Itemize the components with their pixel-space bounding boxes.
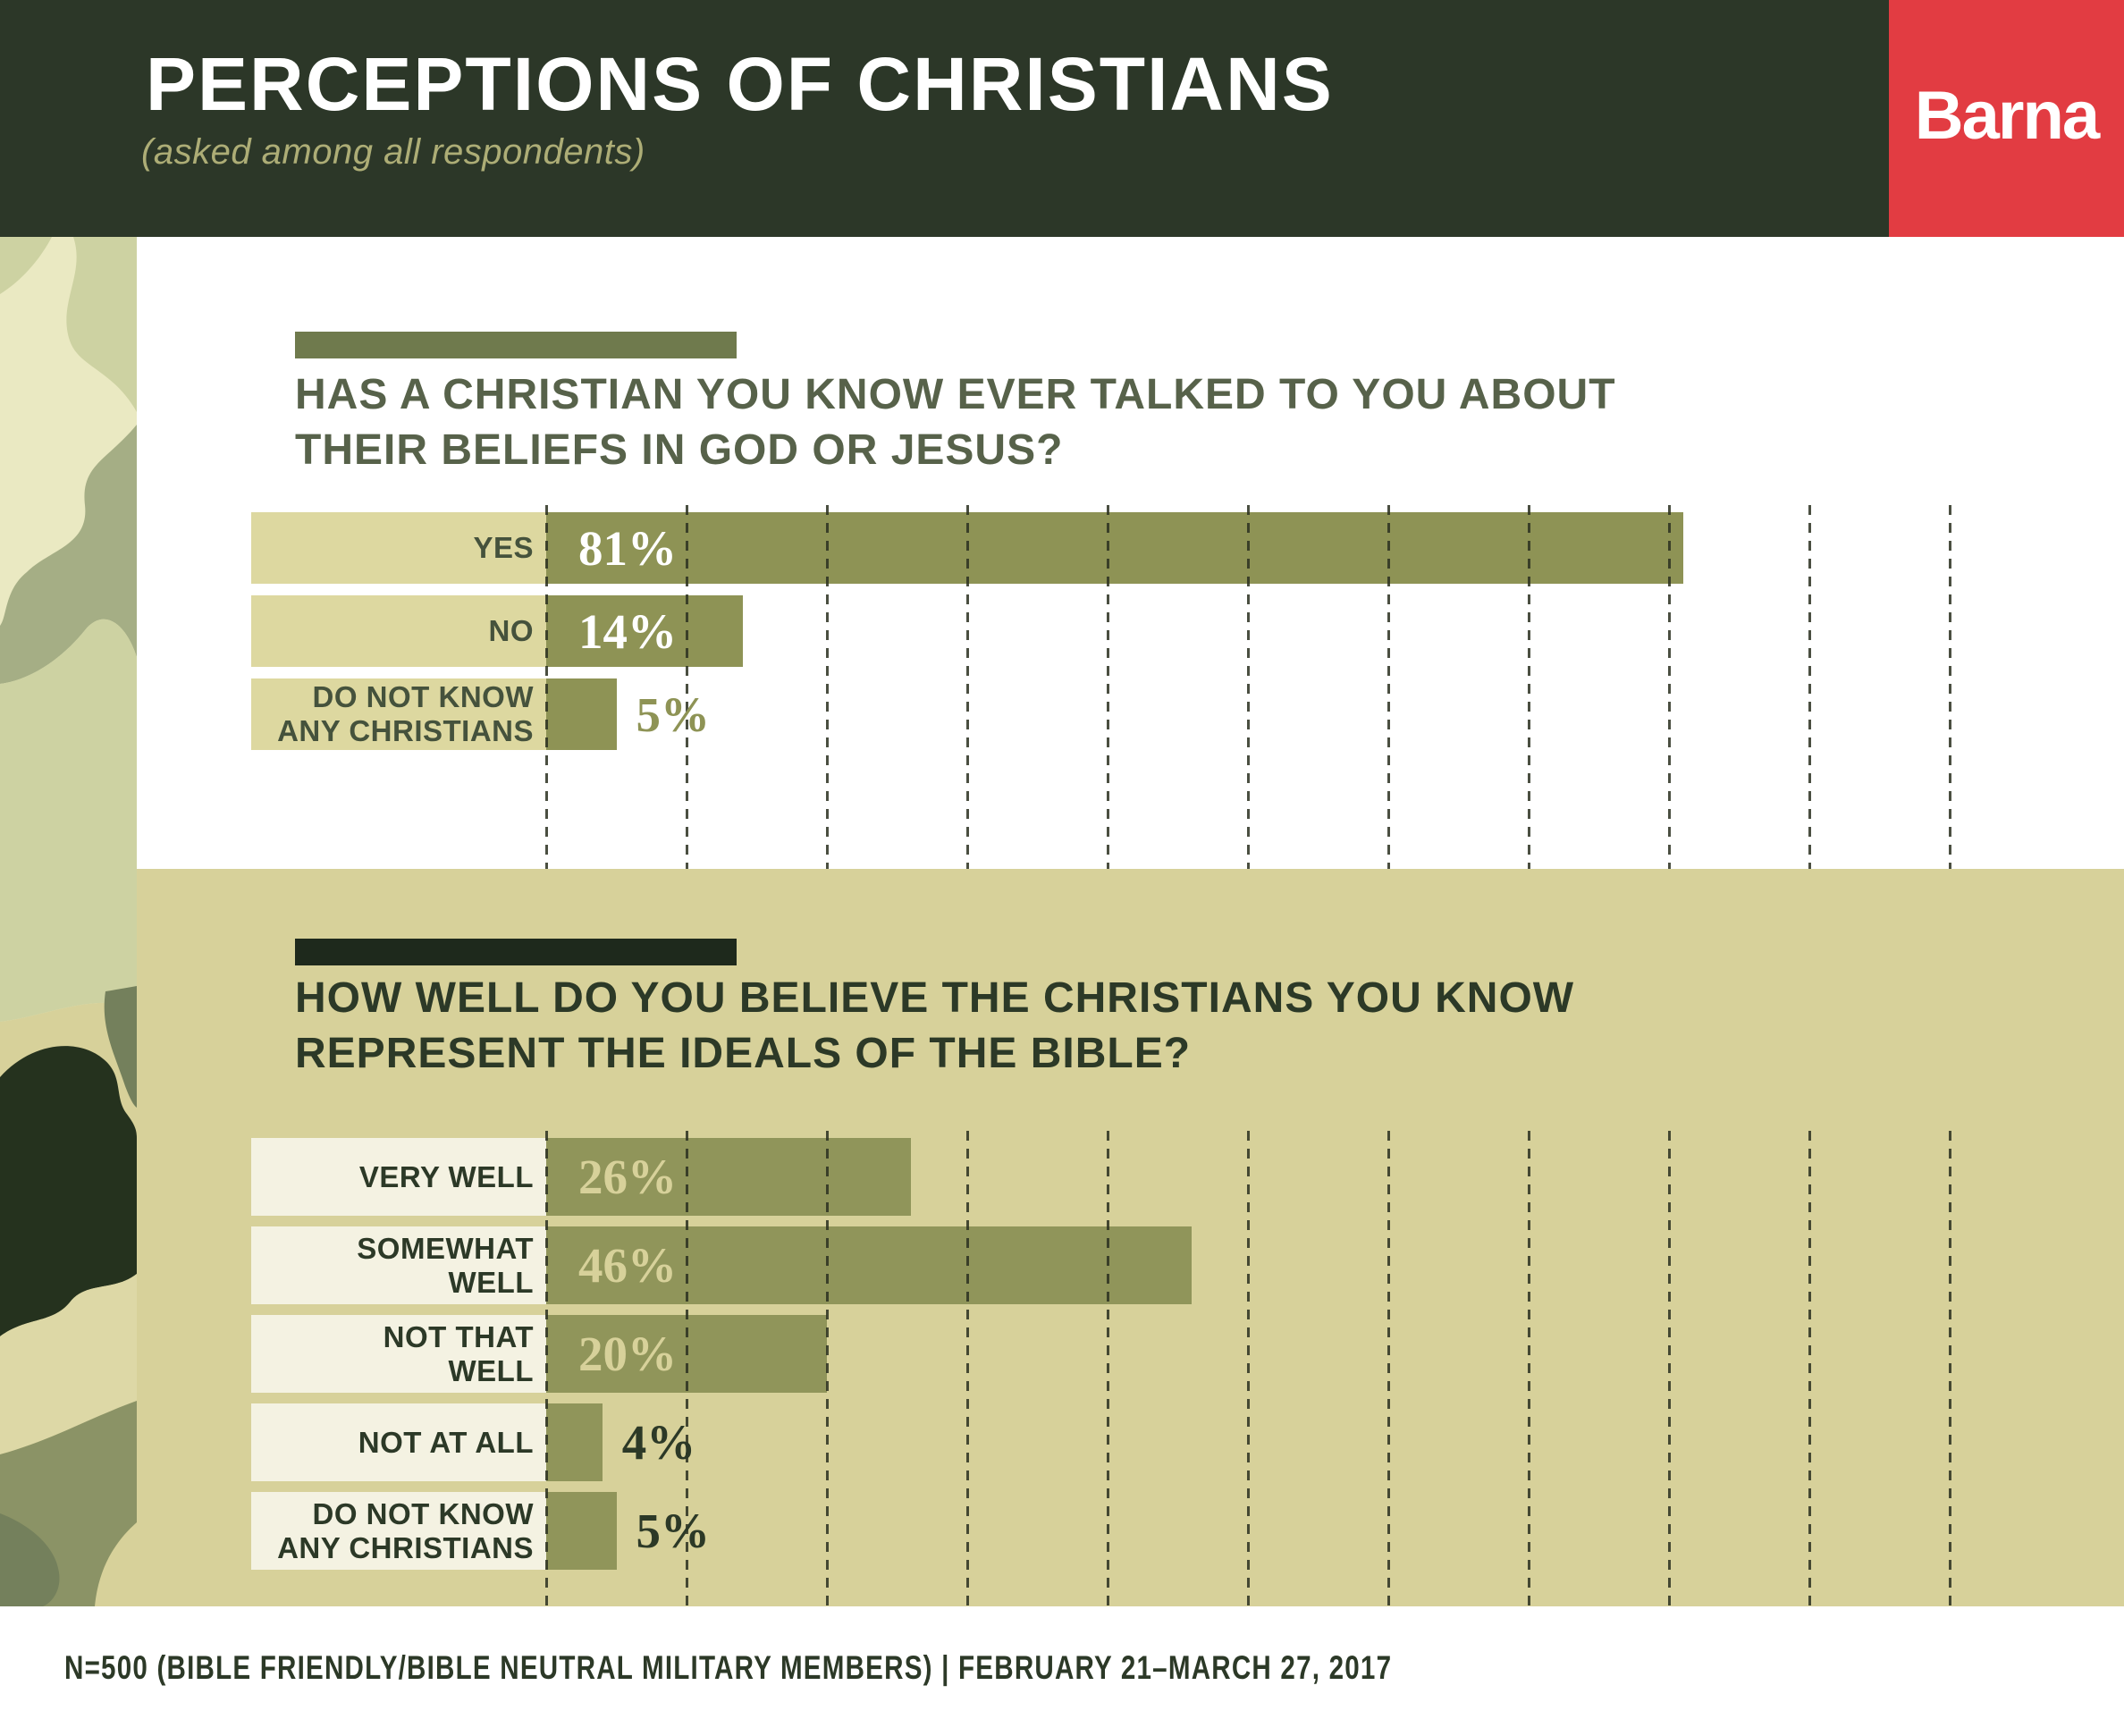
- question-title-line: REPRESENT THE IDEALS OF THE BIBLE?: [295, 1030, 1192, 1077]
- value-label: 5%: [636, 687, 711, 742]
- bar: [546, 512, 1683, 584]
- chart-rows: VERY WELL 26% SOMEWHAT WELL 46% NOT THAT WEL…: [251, 1138, 1951, 1570]
- bar-track: 46%: [546, 1226, 1950, 1304]
- bar-track: 14%: [546, 595, 1950, 667]
- chart-row: DO NOT KNOW ANY CHRISTIANS 5%: [251, 678, 1951, 750]
- bar-track: 5%: [546, 678, 1950, 750]
- bar: [546, 1138, 912, 1216]
- bar: [546, 1492, 617, 1570]
- value-label: 20%: [578, 1327, 677, 1381]
- accent-bar: [295, 332, 737, 358]
- category-label: NOT THAT WELL: [251, 1315, 546, 1393]
- page-subtitle: (asked among all respondents): [141, 132, 645, 172]
- category-label: YES: [251, 512, 546, 584]
- category-label: NO: [251, 595, 546, 667]
- value-label: 46%: [578, 1238, 677, 1293]
- category-label: DO NOT KNOW ANY CHRISTIANS: [251, 1492, 546, 1570]
- question-title-line: HOW WELL DO YOU BELIEVE THE CHRISTIANS Y…: [295, 974, 1575, 1022]
- bar: [546, 1226, 1193, 1304]
- bar-track: 26%: [546, 1138, 1950, 1216]
- section-question-1: HAS A CHRISTIAN YOU KNOW EVER TALKED TO …: [0, 237, 2124, 869]
- question-title-line: HAS A CHRISTIAN YOU KNOW EVER TALKED TO …: [295, 371, 1616, 418]
- category-label: DO NOT KNOW ANY CHRISTIANS: [251, 678, 546, 750]
- bar-chart: YES 81% NO 14% DO NOT KNOW ANY CHRISTIANS 5%: [251, 505, 1951, 869]
- header: PERCEPTIONS OF CHRISTIANS (asked among a…: [0, 0, 2124, 237]
- chart-row: NOT AT ALL 4%: [251, 1403, 1951, 1481]
- question-title: HAS A CHRISTIAN YOU KNOW EVER TALKED TO …: [295, 367, 1616, 478]
- chart-row: VERY WELL 26%: [251, 1138, 1951, 1216]
- section-question-2: HOW WELL DO YOU BELIEVE THE CHRISTIANS Y…: [0, 869, 2124, 1606]
- page-title: PERCEPTIONS OF CHRISTIANS: [146, 42, 1334, 126]
- bar-track: 81%: [546, 512, 1950, 584]
- value-label: 14%: [578, 603, 677, 659]
- bar: [546, 1403, 603, 1481]
- bar: [546, 678, 617, 750]
- chart-row: NO 14%: [251, 595, 1951, 667]
- question-title-line: THEIR BELIEFS IN GOD OR JESUS?: [295, 426, 1064, 474]
- value-label: 81%: [578, 520, 677, 576]
- chart-rows: YES 81% NO 14% DO NOT KNOW ANY CHRISTIANS 5%: [251, 512, 1951, 750]
- category-label: SOMEWHAT WELL: [251, 1226, 546, 1304]
- bar-chart: VERY WELL 26% SOMEWHAT WELL 46% NOT THAT WEL…: [251, 1131, 1951, 1606]
- chart-row: NOT THAT WELL 20%: [251, 1315, 1951, 1393]
- camo-sidebar: [0, 237, 137, 1606]
- value-label: 26%: [578, 1150, 677, 1204]
- value-label: 5%: [636, 1504, 711, 1558]
- value-label: 4%: [621, 1415, 696, 1470]
- bar: [546, 595, 743, 667]
- chart-row: DO NOT KNOW ANY CHRISTIANS 5%: [251, 1492, 1951, 1570]
- bar-track: 4%: [546, 1403, 1950, 1481]
- category-label: NOT AT ALL: [251, 1403, 546, 1481]
- camo-pattern: [0, 237, 137, 1606]
- category-label: VERY WELL: [251, 1138, 546, 1216]
- barna-logo-text: Barna: [1914, 78, 2100, 154]
- footer: N=500 (BIBLE FRIENDLY/BIBLE NEUTRAL MILI…: [0, 1606, 2124, 1736]
- footer-note: N=500 (BIBLE FRIENDLY/BIBLE NEUTRAL MILI…: [64, 1649, 1393, 1686]
- chart-row: YES 81%: [251, 512, 1951, 584]
- bar-track: 5%: [546, 1492, 1950, 1570]
- accent-bar: [295, 939, 737, 965]
- chart-row: SOMEWHAT WELL 46%: [251, 1226, 1951, 1304]
- bar-track: 20%: [546, 1315, 1950, 1393]
- question-title: HOW WELL DO YOU BELIEVE THE CHRISTIANS Y…: [295, 971, 1574, 1082]
- barna-logo: Barna: [1889, 0, 2124, 237]
